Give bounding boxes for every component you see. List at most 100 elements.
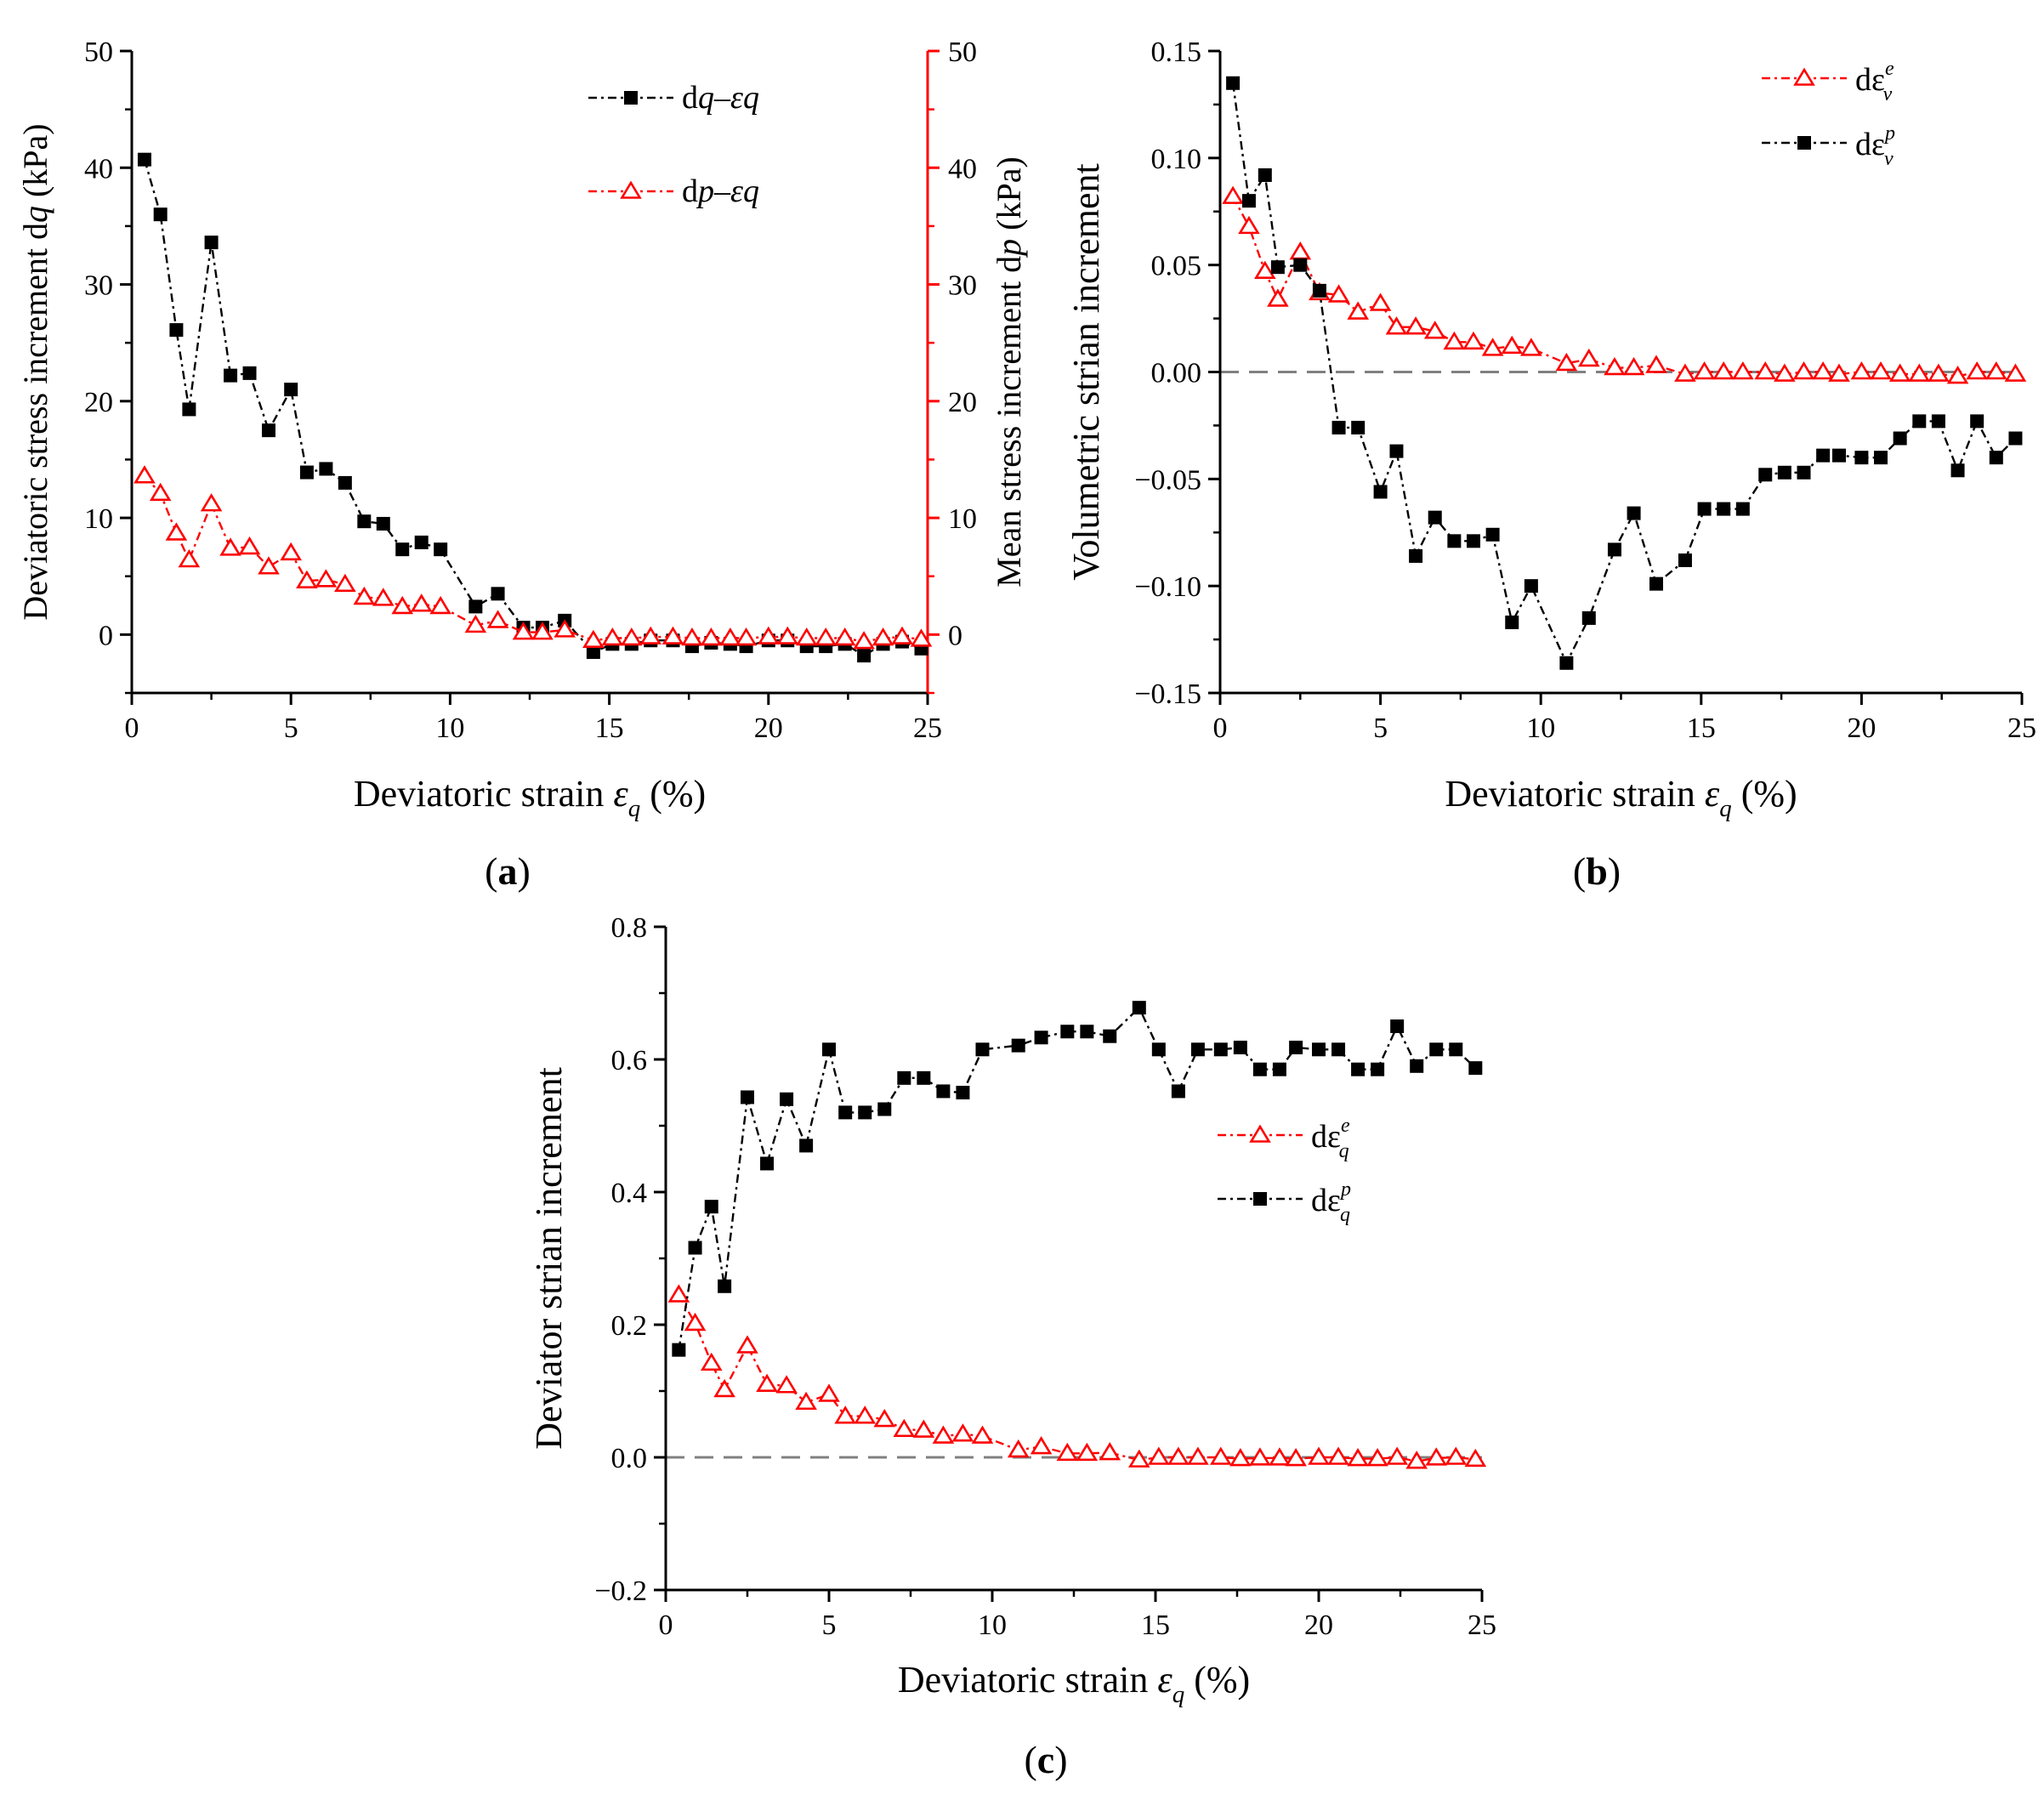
data-point — [833, 627, 856, 646]
x-tick-label: 20 — [754, 713, 783, 744]
data-point — [1735, 502, 1750, 516]
y-tick-label: 10 — [84, 503, 113, 535]
data-point — [910, 628, 933, 647]
data-point — [319, 462, 333, 476]
data-point — [912, 1419, 935, 1438]
data-point — [776, 626, 799, 644]
x-tick-label: 20 — [1304, 1610, 1333, 1641]
legend-marker — [620, 180, 642, 199]
data-point — [1649, 576, 1663, 591]
data-point — [1410, 1059, 1424, 1073]
data-point — [1931, 414, 1945, 429]
data-point — [891, 626, 913, 644]
data-point — [1607, 542, 1621, 557]
x-axis-label: Deviatoric strain εq (%) — [898, 1659, 1250, 1708]
data-point — [429, 595, 451, 615]
data-point — [1347, 1448, 1369, 1467]
data-point — [165, 522, 188, 541]
data-point — [799, 1138, 814, 1153]
data-point — [1080, 1025, 1094, 1039]
data-point — [1285, 1448, 1307, 1467]
data-point — [1007, 1439, 1030, 1458]
data-point — [1132, 1001, 1146, 1015]
data-point — [2004, 363, 2027, 382]
series-line — [143, 159, 922, 657]
data-point — [1577, 348, 1600, 367]
data-point — [1252, 1062, 1267, 1076]
data-point — [204, 236, 219, 250]
data-point — [1754, 361, 1777, 380]
x-tick-label: 10 — [435, 713, 464, 744]
data-point — [357, 514, 372, 529]
data-point — [1425, 1447, 1448, 1466]
y-tick-label: 0 — [99, 620, 113, 651]
legend-label: dp–εq — [682, 173, 759, 209]
data-point — [1187, 1446, 1209, 1465]
data-point — [531, 622, 554, 640]
data-point — [284, 383, 298, 397]
series-b-1 — [1226, 76, 2023, 670]
data-point — [719, 627, 741, 646]
data-point — [1428, 510, 1442, 525]
data-point — [1989, 451, 2003, 465]
data-point — [1327, 284, 1350, 303]
data-point — [951, 1423, 974, 1442]
data-point — [1213, 1042, 1228, 1057]
data-point — [1505, 615, 1519, 629]
data-point — [1409, 548, 1423, 563]
data-point — [1034, 1031, 1048, 1045]
data-point — [261, 423, 275, 438]
data-point — [1331, 1042, 1346, 1057]
data-point — [795, 627, 818, 646]
y-right-tick-label: 0 — [948, 620, 962, 651]
data-point — [1308, 1446, 1330, 1465]
y-right-tick-label: 40 — [948, 153, 977, 185]
legend-entry: dεe q — [1218, 1115, 1350, 1162]
legend-label: dq–εq — [682, 80, 759, 116]
data-point — [758, 626, 780, 644]
data-point — [857, 649, 872, 663]
series-c-1 — [672, 1001, 1483, 1357]
data-point — [1060, 1025, 1075, 1039]
data-point — [1501, 335, 1524, 355]
data-point — [1678, 553, 1692, 567]
data-point — [1293, 258, 1308, 272]
data-point — [219, 537, 241, 556]
data-point — [353, 586, 376, 605]
data-point — [414, 535, 429, 549]
data-point — [1103, 1029, 1117, 1043]
data-point — [872, 627, 894, 646]
data-point — [1622, 356, 1645, 376]
data-point — [1429, 1042, 1444, 1057]
data-point — [760, 1156, 775, 1171]
data-point — [1331, 420, 1346, 434]
data-point — [410, 593, 433, 612]
data-point — [1874, 451, 1888, 465]
data-point — [893, 1418, 916, 1438]
data-point — [956, 1086, 970, 1099]
legend-entry: dεp q — [1218, 1178, 1351, 1226]
legend-label: dεp q — [1311, 1178, 1351, 1226]
data-point — [1371, 1062, 1385, 1076]
panel-label: (a) — [485, 849, 531, 893]
data-point — [1226, 76, 1241, 90]
data-point — [1828, 363, 1850, 382]
data-point — [1645, 355, 1667, 373]
data-point — [936, 1084, 951, 1099]
data-point — [224, 368, 238, 383]
data-point — [1222, 185, 1244, 204]
y-tick-label: 0.4 — [611, 1178, 648, 1209]
data-point — [858, 1105, 872, 1120]
data-point — [1870, 361, 1892, 380]
legend-entry: dεe v — [1762, 58, 1894, 105]
data-point — [1099, 1442, 1121, 1461]
data-point — [1151, 1042, 1166, 1057]
y-tick-label: −0.2 — [594, 1576, 647, 1607]
series-line — [678, 1294, 1476, 1462]
data-point — [1351, 420, 1366, 434]
series-a-0 — [137, 152, 928, 663]
data-point — [554, 619, 576, 638]
data-point — [1347, 301, 1369, 320]
y-tick-label: 0.10 — [1151, 144, 1202, 175]
y-tick-label: −0.15 — [1134, 679, 1201, 710]
